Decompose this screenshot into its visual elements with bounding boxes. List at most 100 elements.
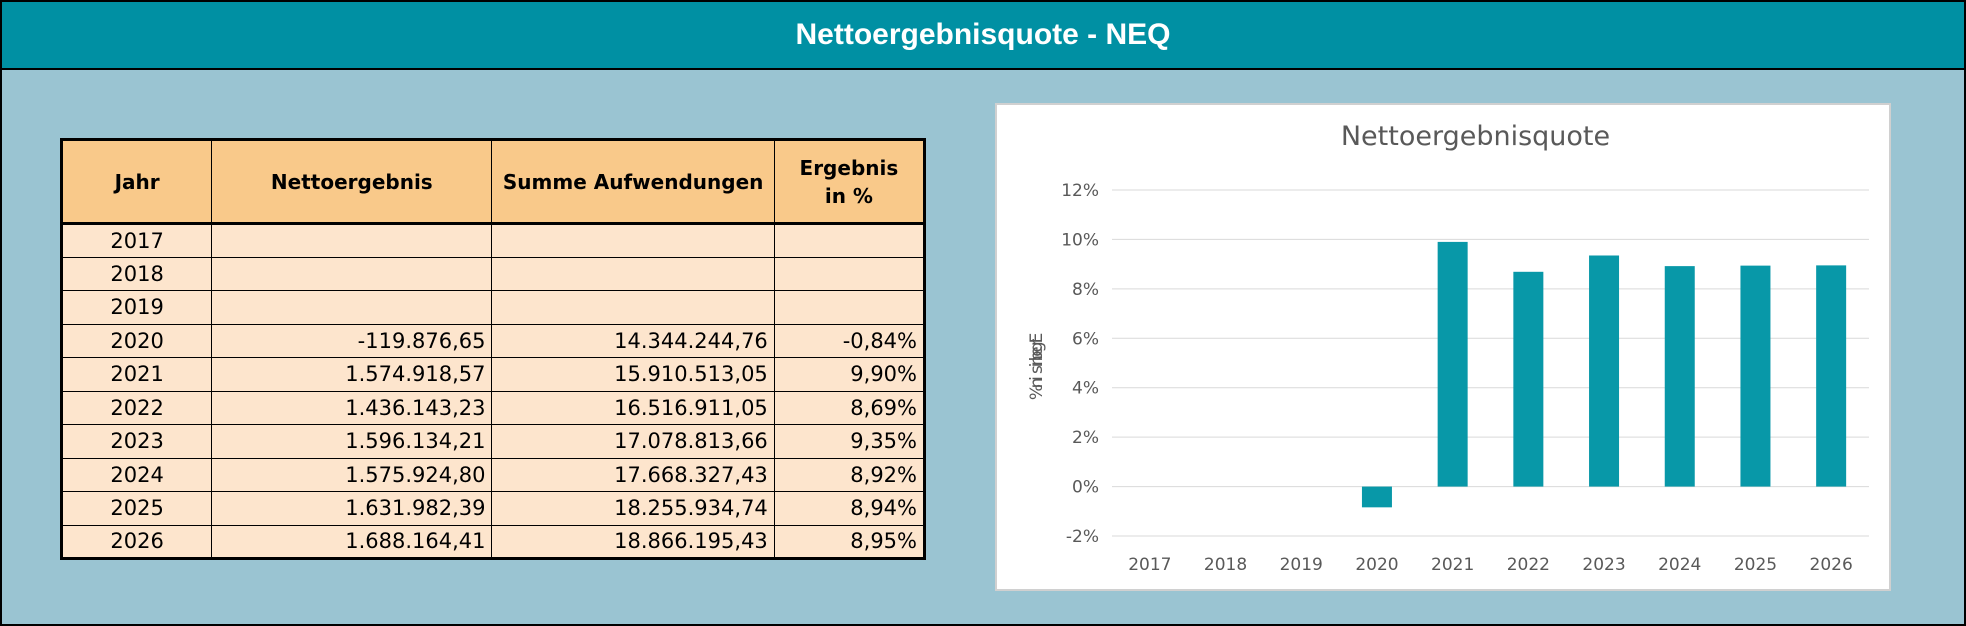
x-tick-label: 2026 — [1810, 555, 1853, 575]
table-row: 2024 1.575.924,80 17.668.327,43 8,92% — [60, 457, 926, 492]
cell-year: 2017 — [60, 223, 213, 258]
cell-total-expenses: 18.866.195,43 — [491, 524, 775, 559]
y-tick-label: 4% — [1072, 379, 1099, 399]
cell-total-expenses: 15.910.513,05 — [491, 357, 775, 392]
y-axis-title-char: r — [1027, 339, 1047, 346]
y-axis-title-char: g — [1027, 342, 1047, 353]
x-tick-label: 2021 — [1431, 555, 1474, 575]
y-tick-label: 0% — [1072, 478, 1099, 498]
chart-title: Nettoergebnisquote — [1341, 121, 1610, 152]
cell-result-percent: 8,92% — [773, 457, 926, 492]
cell-total-expenses: 16.516.911,05 — [491, 390, 775, 425]
cell-result-percent: -0,84% — [773, 323, 926, 358]
cell-total-expenses: 18.255.934,74 — [491, 491, 775, 526]
bar-2026 — [1816, 265, 1847, 487]
cell-year: 2021 — [60, 357, 213, 392]
column-header-result-percent: Ergebnis in % — [773, 139, 926, 225]
x-tick-label: 2024 — [1658, 555, 1701, 575]
y-tick-label: 12% — [1061, 181, 1099, 201]
table-row: 2017 — [60, 223, 926, 258]
cell-total-expenses: 14.344.244,76 — [491, 323, 775, 358]
cell-result-percent — [773, 290, 926, 325]
cell-net-result: 1.574.918,57 — [211, 357, 493, 392]
y-axis-title-char: i — [1027, 376, 1047, 381]
x-tick-label: 2022 — [1507, 555, 1550, 575]
y-axis-title-char: n — [1027, 355, 1047, 366]
cell-net-result — [211, 223, 493, 258]
y-axis-title-char: n — [1027, 378, 1047, 389]
cell-year: 2019 — [60, 290, 213, 325]
y-axis-title: Ergebnis in % — [1027, 333, 1047, 400]
cell-result-percent — [773, 223, 926, 258]
column-header-year: Jahr — [60, 139, 213, 225]
y-tick-label: 6% — [1072, 329, 1099, 349]
y-axis-title-char: E — [1027, 333, 1047, 344]
cell-result-percent: 8,94% — [773, 491, 926, 526]
column-header-result-percent-label: Ergebnis in % — [799, 155, 899, 208]
bar-2020 — [1361, 486, 1392, 508]
y-tick-label: 10% — [1061, 230, 1099, 250]
y-tick-label: 2% — [1072, 428, 1099, 448]
y-axis-title-char: s — [1027, 365, 1047, 374]
cell-net-result: 1.436.143,23 — [211, 390, 493, 425]
x-tick-label: 2018 — [1204, 555, 1247, 575]
x-tick-label: 2020 — [1355, 555, 1398, 575]
x-tick-label: 2023 — [1582, 555, 1625, 575]
table-body: 2017 2018 2019 2020 -119.876,65 14.344.244,76… — [60, 223, 926, 559]
cell-year: 2022 — [60, 390, 213, 425]
table-row: 2020 -119.876,65 14.344.244,76 -0,84% — [60, 323, 926, 358]
cell-result-percent: 8,69% — [773, 390, 926, 425]
y-axis-title-char: % — [1027, 384, 1047, 400]
table-row: 2022 1.436.143,23 16.516.911,05 8,69% — [60, 390, 926, 425]
page-title: Nettoergebnisquote - NEQ — [2, 2, 1964, 70]
cell-net-result: 1.631.982,39 — [211, 491, 493, 526]
cell-result-percent: 9,90% — [773, 357, 926, 392]
cell-net-result: 1.688.164,41 — [211, 524, 493, 559]
cell-total-expenses — [491, 290, 775, 325]
cell-total-expenses: 17.668.327,43 — [491, 457, 775, 492]
table-header-row: Jahr Nettoergebnis Summe Aufwendungen Er… — [60, 139, 926, 225]
cell-net-result — [211, 290, 493, 325]
table-row: 2019 — [60, 290, 926, 325]
bar-2022 — [1513, 271, 1544, 487]
y-axis-title-char: b — [1027, 351, 1047, 362]
cell-year: 2026 — [60, 524, 213, 559]
cell-result-percent: 8,95% — [773, 524, 926, 559]
cell-net-result — [211, 256, 493, 291]
table-row: 2025 1.631.982,39 18.255.934,74 8,94% — [60, 491, 926, 526]
y-tick-label: -2% — [1066, 527, 1099, 547]
table-row: 2018 — [60, 256, 926, 291]
cell-year: 2025 — [60, 491, 213, 526]
bar-2025 — [1740, 265, 1771, 487]
bar-2021 — [1437, 241, 1468, 487]
x-tick-label: 2019 — [1280, 555, 1323, 575]
cell-year: 2020 — [60, 323, 213, 358]
data-table: Jahr Nettoergebnis Summe Aufwendungen Er… — [60, 138, 926, 560]
x-tick-label: 2017 — [1128, 555, 1171, 575]
column-header-total-expenses: Summe Aufwendungen — [491, 139, 775, 225]
cell-net-result: 1.575.924,80 — [211, 457, 493, 492]
bar-2024 — [1664, 266, 1695, 487]
table-row: 2021 1.574.918,57 15.910.513,05 9,90% — [60, 357, 926, 392]
cell-year: 2024 — [60, 457, 213, 492]
table-row: 2026 1.688.164,41 18.866.195,43 8,95% — [60, 524, 926, 559]
column-header-net-result: Nettoergebnis — [211, 139, 493, 225]
bar-chart: Nettoergebnisquote -2% 0% 2% 4% 6% 8% 10% 12% Erg… — [1027, 121, 1869, 575]
y-axis-title-char: i — [1027, 363, 1047, 368]
cell-year: 2023 — [60, 424, 213, 459]
cell-result-percent: 9,35% — [773, 424, 926, 459]
cell-total-expenses: 17.078.813,66 — [491, 424, 775, 459]
cell-net-result: -119.876,65 — [211, 323, 493, 358]
cell-total-expenses — [491, 223, 775, 258]
x-tick-label: 2025 — [1734, 555, 1777, 575]
cell-net-result: 1.596.134,21 — [211, 424, 493, 459]
y-axis-title-char: e — [1027, 346, 1047, 356]
cell-result-percent — [773, 256, 926, 291]
bar-2023 — [1589, 255, 1620, 487]
table-row: 2023 1.596.134,21 17.078.813,66 9,35% — [60, 424, 926, 459]
cell-year: 2018 — [60, 256, 213, 291]
cell-total-expenses — [491, 256, 775, 291]
y-tick-label: 8% — [1072, 280, 1099, 300]
